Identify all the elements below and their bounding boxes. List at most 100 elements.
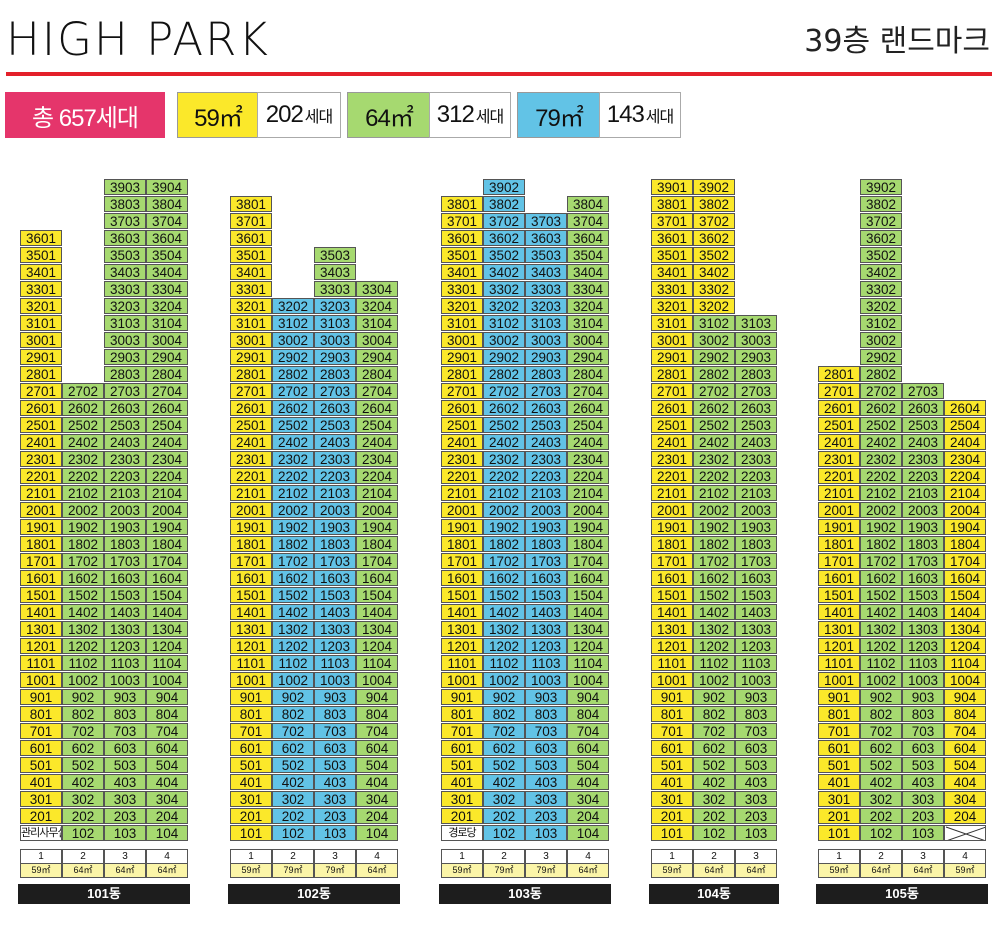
- unit-cell: 301: [818, 791, 860, 807]
- unit-cell: 702: [483, 723, 525, 739]
- unit-cell: 401: [651, 774, 693, 790]
- unit-cell: 2102: [860, 485, 902, 501]
- unit-cell: 802: [272, 706, 314, 722]
- unit-cell: 2304: [356, 451, 398, 467]
- unit-cell: 1903: [314, 519, 356, 535]
- unit-cell: 2103: [314, 485, 356, 501]
- unit-cell: 2904: [146, 349, 188, 365]
- unit-cell: 2804: [356, 366, 398, 382]
- unit-cell: 702: [62, 723, 104, 739]
- unit-cell: 1501: [20, 587, 62, 603]
- unit-cell: 2201: [441, 468, 483, 484]
- unit-cell: 603: [735, 740, 777, 756]
- unit-cell: 2404: [944, 434, 986, 450]
- unit-cell: 2901: [441, 349, 483, 365]
- unit-cell: 204: [944, 808, 986, 824]
- unit-cell: 2803: [525, 366, 567, 382]
- unit-cell: 703: [902, 723, 944, 739]
- unit-cell: 3402: [693, 264, 735, 280]
- unit-cell: 1704: [356, 553, 398, 569]
- unit-cell: 702: [272, 723, 314, 739]
- unit-cell: 903: [902, 689, 944, 705]
- unit-cell: 3303: [104, 281, 146, 297]
- unit-cell: 303: [525, 791, 567, 807]
- unit-cell: 101: [651, 825, 693, 841]
- unit-cell: 3703: [525, 213, 567, 229]
- unit-cell: 2104: [944, 485, 986, 501]
- unit-cell: 2601: [20, 400, 62, 416]
- unit-cell: 2501: [441, 417, 483, 433]
- unit-cell: 801: [230, 706, 272, 722]
- unit-cell: 3604: [567, 230, 609, 246]
- unit-cell: 1302: [62, 621, 104, 637]
- unit-cell: 504: [146, 757, 188, 773]
- unit-cell: 403: [314, 774, 356, 790]
- unit-cell: 2701: [20, 383, 62, 399]
- unit-cell: 1602: [860, 570, 902, 586]
- unit-cell: 1402: [272, 604, 314, 620]
- unit-cell: 3001: [20, 332, 62, 348]
- unit-cell: 3104: [567, 315, 609, 331]
- unit-cell: 1704: [944, 553, 986, 569]
- unit-cell: 504: [356, 757, 398, 773]
- line-number: 4: [567, 849, 609, 864]
- type-59-count: 202 세대: [257, 92, 341, 138]
- unit-cell: 503: [314, 757, 356, 773]
- line-type: 64㎡: [693, 863, 735, 878]
- unit-cell: 304: [944, 791, 986, 807]
- unit-cell: 1903: [104, 519, 146, 535]
- unit-cell: 304: [146, 791, 188, 807]
- unit-cell: 1601: [818, 570, 860, 586]
- unit-cell: 602: [272, 740, 314, 756]
- unit-cell: 3404: [567, 264, 609, 280]
- unit-cell: 1802: [483, 536, 525, 552]
- unit-cell: 1304: [567, 621, 609, 637]
- unit-cell: 2104: [567, 485, 609, 501]
- unit-cell: 402: [272, 774, 314, 790]
- unit-cell: 401: [230, 774, 272, 790]
- unit-cell: 902: [62, 689, 104, 705]
- line-number: 3: [314, 849, 356, 864]
- unit-cell: 2902: [272, 349, 314, 365]
- unit-cell: 3002: [860, 332, 902, 348]
- unit-cell: 803: [525, 706, 567, 722]
- unit-cell: 803: [902, 706, 944, 722]
- line-type: 59㎡: [441, 863, 483, 878]
- unit-cell: 3804: [146, 196, 188, 212]
- line-number: 1: [20, 849, 62, 864]
- unit-cell: 2202: [483, 468, 525, 484]
- unit-cell: 104: [567, 825, 609, 841]
- unit-cell: 1804: [944, 536, 986, 552]
- unit-cell: 1304: [146, 621, 188, 637]
- unit-cell: 2604: [944, 400, 986, 416]
- unit-cell: 604: [944, 740, 986, 756]
- unit-cell: 2804: [567, 366, 609, 382]
- unit-cell: 903: [104, 689, 146, 705]
- unit-cell: 3004: [567, 332, 609, 348]
- line-number: 1: [818, 849, 860, 864]
- unit-cell: 2704: [146, 383, 188, 399]
- unit-cell: 1402: [860, 604, 902, 620]
- unit-cell: 3801: [651, 196, 693, 212]
- unit-cell: 103: [525, 825, 567, 841]
- unit-cell: 2501: [651, 417, 693, 433]
- unit-cell: 704: [146, 723, 188, 739]
- total-units-badge: 총 657세대: [5, 92, 165, 138]
- unit-cell: 901: [441, 689, 483, 705]
- unit-cell: 2503: [902, 417, 944, 433]
- unit-cell: 3701: [230, 213, 272, 229]
- unit-cell: 1601: [20, 570, 62, 586]
- building-label: 105동: [816, 884, 988, 904]
- unit-cell: 3302: [483, 281, 525, 297]
- unit-cell: 1403: [735, 604, 777, 620]
- unit-cell: 2301: [818, 451, 860, 467]
- unit-cell: 3502: [483, 247, 525, 263]
- unit-cell: 3003: [525, 332, 567, 348]
- unit-cell: 1202: [62, 638, 104, 654]
- unit-cell: 2903: [104, 349, 146, 365]
- unit-cell: 1604: [146, 570, 188, 586]
- unit-cell: 2304: [944, 451, 986, 467]
- unit-cell: 1301: [441, 621, 483, 637]
- unit-cell: 2901: [20, 349, 62, 365]
